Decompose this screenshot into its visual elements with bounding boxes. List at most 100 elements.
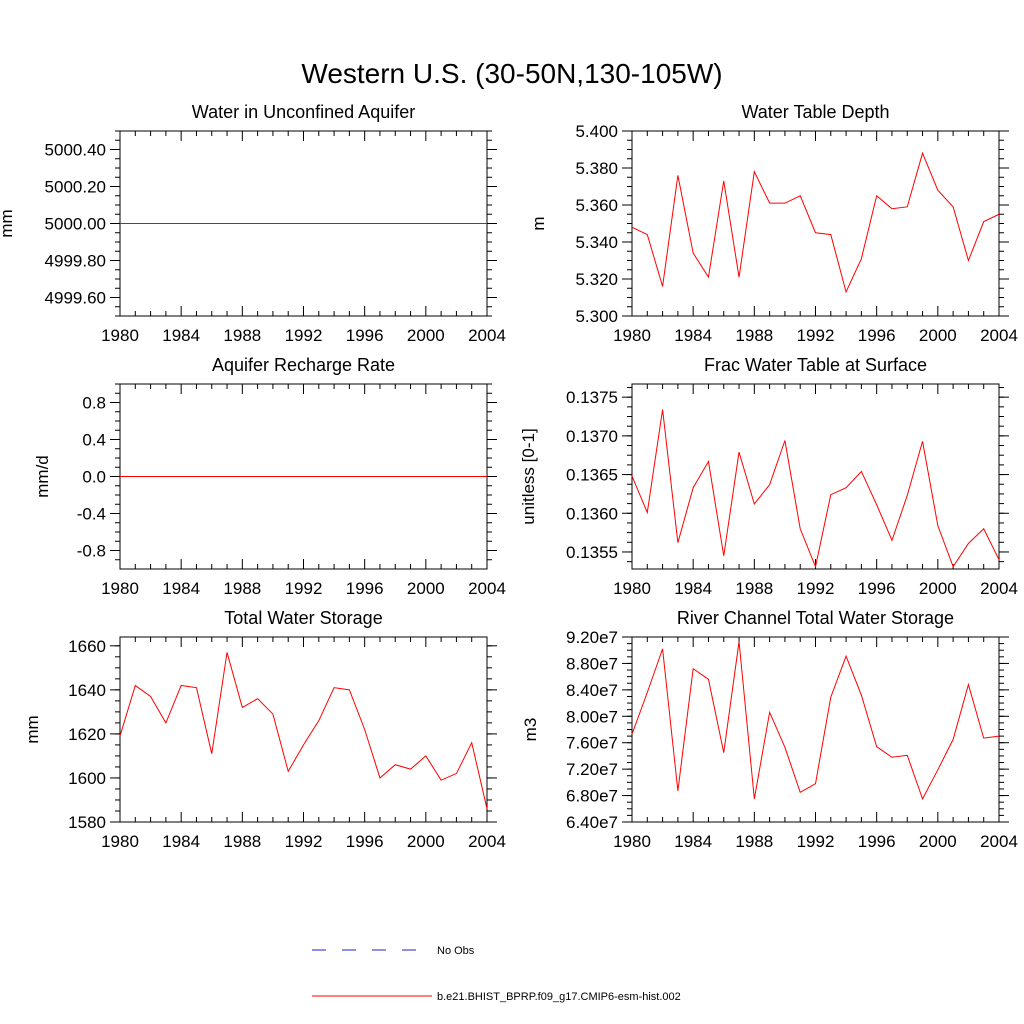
x-tick-label: 1992: [285, 832, 323, 851]
y-tick-label: 5000.20: [45, 178, 106, 197]
y-tick-label: 1660: [68, 637, 106, 656]
plot-frame: [631, 636, 1000, 823]
legend: No Obs b.e21.BHIST_BPRP.f09_g17.CMIP6-es…: [312, 945, 681, 1003]
x-tick-label: 2000: [919, 326, 957, 345]
panel-title: River Channel Total Water Storage: [677, 608, 954, 628]
x-tick-label: 1992: [797, 832, 835, 851]
y-tick-label: 8.00e7: [566, 707, 618, 726]
y-tick-label: 5.360: [575, 196, 618, 215]
y-tick-label: 5.340: [575, 233, 618, 252]
y-tick-label: 1580: [68, 813, 106, 832]
x-tick-label: 1984: [162, 326, 200, 345]
x-tick-label: 1984: [674, 326, 712, 345]
x-tick-label: 1988: [735, 579, 773, 598]
legend-label-model: b.e21.BHIST_BPRP.f09_g17.CMIP6-esm-hist.…: [437, 991, 681, 1003]
y-tick-label: 7.60e7: [566, 734, 618, 753]
panel-title: Aquifer Recharge Rate: [212, 355, 395, 375]
panel-aquifer-recharge: Aquifer Recharge Rate mm/d 1980 1984 1988 199…: [33, 355, 506, 598]
panel-total-water-storage: Total Water Storage mm 1980 1984 1988 1992 199…: [23, 608, 506, 851]
x-tick-label: 2004: [468, 832, 506, 851]
x-tick-label: 1988: [223, 579, 261, 598]
panel-title: Water in Unconfined Aquifer: [192, 102, 415, 122]
y-tick-label: 5000.40: [45, 141, 106, 160]
x-tick-label: 1984: [674, 832, 712, 851]
x-tick-label: 2000: [407, 579, 445, 598]
y-tick-label: 5.400: [575, 122, 618, 141]
x-tick-label: 1992: [285, 579, 323, 598]
x-tick-label: 1996: [346, 579, 384, 598]
x-tick-label: 1980: [101, 326, 139, 345]
y-tick-label: 1640: [68, 681, 106, 700]
series-line: [119, 652, 488, 809]
y-axis-label: m: [529, 216, 548, 230]
panel-water-table-depth: Water Table Depth m 1980 1984 1988 1992 1996 20…: [529, 102, 1018, 345]
x-tick-label: 2004: [468, 326, 506, 345]
x-tick-label: 1996: [858, 579, 896, 598]
x-tick-label: 1992: [285, 326, 323, 345]
legend-label-no-obs: No Obs: [437, 945, 475, 957]
x-tick-label: 2000: [919, 832, 957, 851]
y-tick-label: 7.20e7: [566, 760, 618, 779]
panels: Water in Unconfined Aquifer mm 1980 1984 198…: [0, 102, 1018, 851]
panel-title: Frac Water Table at Surface: [704, 355, 927, 375]
main-title: Western U.S. (30-50N,130-105W): [301, 58, 722, 89]
y-tick-label: 5.300: [575, 307, 618, 326]
y-axis-label: unitless [0-1]: [519, 428, 538, 524]
series-line: [631, 409, 1000, 569]
y-tick-label: -0.4: [77, 505, 106, 524]
y-tick-label: 0.1375: [566, 388, 618, 407]
y-axis-label: m3: [521, 718, 540, 742]
x-tick-label: 1988: [223, 832, 261, 851]
y-axis-label: mm: [0, 209, 16, 237]
x-tick-label: 2004: [980, 579, 1018, 598]
y-tick-label: 0.1355: [566, 543, 618, 562]
x-tick-label: 1992: [797, 326, 835, 345]
y-tick-label: 0.8: [82, 394, 106, 413]
y-tick-label: 0.1370: [566, 427, 618, 446]
y-tick-label: 5.380: [575, 159, 618, 178]
panel-title: Water Table Depth: [741, 102, 889, 122]
series-line: [631, 151, 1000, 294]
x-tick-label: 1984: [162, 579, 200, 598]
y-tick-label: 0.0: [82, 468, 106, 487]
x-tick-label: 2000: [919, 579, 957, 598]
x-tick-label: 1988: [735, 832, 773, 851]
x-tick-label: 2004: [980, 832, 1018, 851]
y-tick-label: 4999.60: [45, 289, 106, 308]
x-tick-label: 1980: [613, 579, 651, 598]
x-tick-label: 1996: [858, 832, 896, 851]
x-tick-label: 1984: [674, 579, 712, 598]
y-tick-label: 4999.80: [45, 252, 106, 271]
series-line: [631, 641, 1000, 801]
y-tick-label: -0.8: [77, 542, 106, 561]
y-tick-label: 6.80e7: [566, 787, 618, 806]
x-tick-label: 2000: [407, 326, 445, 345]
panel-unconfined-aquifer: Water in Unconfined Aquifer mm 1980 1984 198…: [0, 102, 506, 345]
y-tick-label: 0.1360: [566, 504, 618, 523]
x-tick-label: 1996: [346, 326, 384, 345]
panel-title: Total Water Storage: [224, 608, 382, 628]
y-tick-label: 0.1365: [566, 466, 618, 485]
y-axis-label: mm/d: [33, 455, 52, 498]
x-tick-label: 2004: [468, 579, 506, 598]
x-tick-label: 2000: [407, 832, 445, 851]
x-tick-label: 2004: [980, 326, 1018, 345]
y-tick-label: 6.40e7: [566, 813, 618, 832]
y-tick-label: 8.40e7: [566, 681, 618, 700]
x-tick-label: 1988: [735, 326, 773, 345]
x-tick-label: 1980: [101, 832, 139, 851]
x-tick-label: 1984: [162, 832, 200, 851]
x-tick-label: 1988: [223, 326, 261, 345]
x-tick-label: 1980: [613, 832, 651, 851]
panel-frac-water-table: Frac Water Table at Surface unitless [0-1…: [519, 355, 1018, 598]
x-tick-label: 1996: [346, 832, 384, 851]
y-tick-label: 1600: [68, 769, 106, 788]
y-tick-label: 0.4: [82, 431, 106, 450]
y-tick-label: 5.320: [575, 270, 618, 289]
x-tick-label: 1992: [797, 579, 835, 598]
panel-river-channel-storage: River Channel Total Water Storage m3 1980 1…: [521, 608, 1018, 851]
y-axis-label: mm: [23, 715, 42, 743]
x-tick-label: 1996: [858, 326, 896, 345]
y-tick-label: 8.80e7: [566, 654, 618, 673]
